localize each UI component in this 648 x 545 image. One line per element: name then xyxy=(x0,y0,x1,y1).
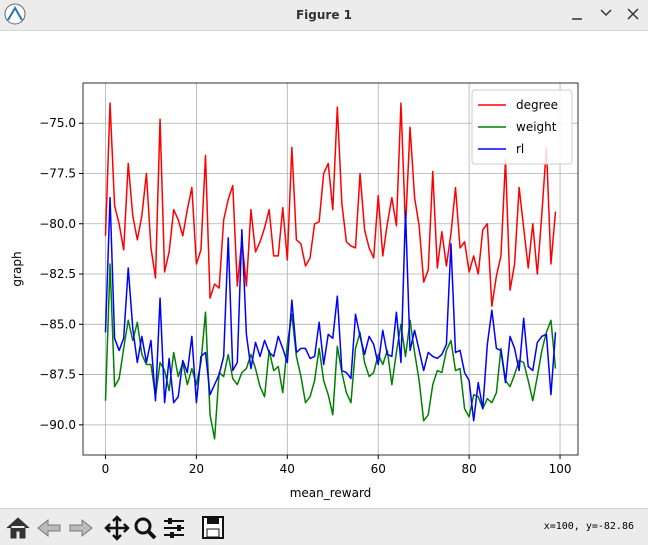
figure: −90.0 −87.5 −85.0 −82.5 −80.0 −77.5 −75.0 0 20 40… xyxy=(10,82,579,500)
x-tick-label: 0 xyxy=(102,462,110,476)
y-tick-label: −82.5 xyxy=(39,267,76,281)
data-line xyxy=(104,102,557,307)
legend-label: rl xyxy=(516,142,524,156)
forward-button[interactable] xyxy=(69,518,93,538)
window-controls xyxy=(572,8,639,20)
title-bar: Figure 1 xyxy=(0,0,648,31)
x-tick-label: 60 xyxy=(371,462,386,476)
app-icon xyxy=(4,3,26,25)
maximize-button[interactable] xyxy=(600,9,612,17)
toolbar: x=100, y=-82.86 xyxy=(0,508,648,545)
y-tick-label: −87.5 xyxy=(39,368,76,382)
legend-box xyxy=(471,89,573,165)
close-button[interactable] xyxy=(627,8,639,20)
window-title: Figure 1 xyxy=(295,8,353,22)
home-button[interactable] xyxy=(6,517,30,539)
x-tick-label: 80 xyxy=(461,462,476,476)
x-tick-label: 40 xyxy=(280,462,295,476)
legend-label: weight xyxy=(516,120,557,134)
legend: degree weight rl xyxy=(471,89,573,165)
legend-label: degree xyxy=(516,98,558,112)
plot-frame xyxy=(82,82,579,456)
zoom-button[interactable] xyxy=(134,517,157,540)
toolbar-buttons xyxy=(6,515,184,541)
back-button[interactable] xyxy=(37,518,61,538)
data-line xyxy=(104,196,557,422)
y-tick-label: −77.5 xyxy=(39,166,76,180)
save-button[interactable] xyxy=(200,514,226,542)
x-axis-label: mean_reward xyxy=(290,486,372,500)
pan-button[interactable] xyxy=(104,515,130,541)
y-tick-label: −80.0 xyxy=(39,217,76,231)
y-tick-label: −85.0 xyxy=(39,317,76,331)
y-axis-label: graph xyxy=(10,251,24,286)
y-tick-label: −75.0 xyxy=(39,116,76,130)
status-text: x=100, y=-82.86 xyxy=(543,521,634,532)
y-tick-label: −90.0 xyxy=(39,418,76,432)
configure-button[interactable] xyxy=(164,518,184,538)
data-line xyxy=(104,263,557,440)
x-tick-label: 20 xyxy=(189,462,204,476)
x-tick-label: 100 xyxy=(549,462,572,476)
